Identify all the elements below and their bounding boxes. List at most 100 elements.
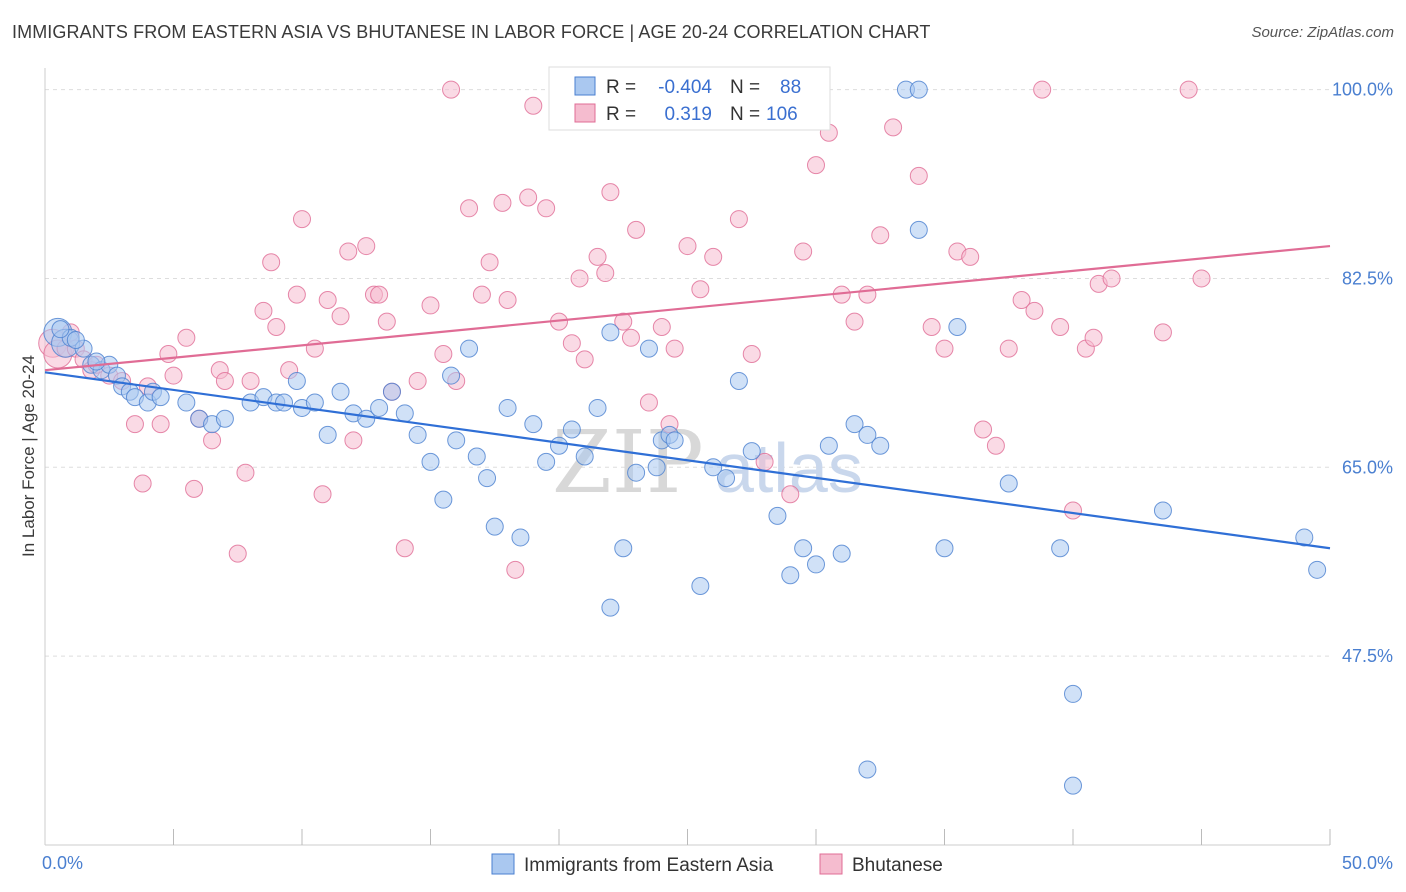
bhutanese-point <box>678 237 697 256</box>
bhutanese-point <box>524 96 543 115</box>
bhutanese-point <box>614 312 633 331</box>
eastern-asia-point <box>858 425 877 444</box>
eastern-asia-point <box>909 220 928 239</box>
y-tick-label: 82.5% <box>1342 268 1393 288</box>
bhutanese-point <box>408 371 427 390</box>
bhutanese-point <box>845 312 864 331</box>
bhutanese-point <box>974 420 993 439</box>
eastern-asia-point <box>478 469 497 488</box>
bhutanese-point <box>807 156 825 175</box>
eastern-asia-point <box>421 452 440 471</box>
bhutanese-point <box>357 237 376 256</box>
eastern-asia-point <box>588 398 607 417</box>
legend-n-label-1: N = <box>730 77 760 98</box>
eastern-asia-point <box>935 539 954 558</box>
eastern-asia-point <box>627 463 646 482</box>
legend-n-label-2: N = <box>730 104 760 125</box>
bhutanese-point <box>133 474 152 493</box>
eastern-asia-point <box>318 425 337 444</box>
eastern-asia-point <box>87 352 106 371</box>
bottom-legend: Immigrants from Eastern Asia Bhutanese <box>491 853 943 876</box>
bhutanese-point <box>203 431 222 450</box>
bhutanese-point <box>331 307 350 326</box>
bhutanese-point <box>125 415 144 434</box>
bhutanese-point <box>858 285 877 304</box>
eastern-asia-point <box>691 577 710 595</box>
eastern-asia-point <box>909 80 928 99</box>
eastern-asia-point <box>819 436 838 455</box>
eastern-asia-point <box>215 409 234 428</box>
eastern-asia-point <box>434 490 453 509</box>
legend-r-label-1: R = <box>606 77 636 98</box>
bhutanese-point <box>537 199 556 218</box>
eastern-asia-point <box>999 474 1018 493</box>
legend-n-value-1: 88 <box>780 77 801 98</box>
eastern-asia-point <box>357 409 376 428</box>
eastern-asia-point <box>537 452 556 471</box>
bhutanese-point <box>1033 80 1052 99</box>
bhutanese-point <box>588 247 607 266</box>
bhutanese-point <box>961 247 980 266</box>
bhutanese-point <box>1153 323 1172 342</box>
trend-lines <box>44 244 1331 550</box>
eastern-asia-point <box>1064 684 1082 703</box>
bhutanese-point <box>287 285 306 304</box>
bhutanese-point <box>575 350 594 369</box>
bhutanese-point <box>652 318 671 336</box>
bhutanese-point <box>704 247 723 266</box>
bhutanese-point <box>639 393 658 412</box>
bhutanese-point <box>794 242 813 261</box>
bottom-legend-label-2: Bhutanese <box>852 855 943 876</box>
eastern-asia-point <box>382 382 401 401</box>
eastern-asia-point <box>832 544 851 563</box>
eastern-asia-point <box>305 393 324 412</box>
bhutanese-point <box>472 285 491 304</box>
bhutanese-point <box>742 344 761 363</box>
bhutanese-point <box>729 210 748 229</box>
bhutanese-point <box>871 226 890 245</box>
y-tick-label: 47.5% <box>1342 646 1393 666</box>
eastern-asia-point <box>639 339 658 358</box>
bottom-legend-label-1: Immigrants from Eastern Asia <box>524 855 774 876</box>
bhutanese-point <box>1012 291 1031 310</box>
eastern-asia-point <box>331 382 350 401</box>
eastern-asia-point <box>460 339 479 358</box>
bhutanese-point <box>395 539 414 558</box>
eastern-asia-point <box>287 371 306 390</box>
legend-box: R = -0.404 N = 88 R = 0.319 N = 106 <box>548 66 831 131</box>
x-ticks <box>173 829 1331 845</box>
bhutanese-point <box>1192 269 1211 288</box>
eastern-asia-point <box>614 539 633 558</box>
bhutanese-point <box>434 344 453 363</box>
bottom-legend-swatch-pink <box>819 853 843 875</box>
eastern-asia-point <box>562 420 581 439</box>
y-tick-label: 100.0% <box>1332 80 1393 100</box>
eastern-asia-point <box>275 393 294 412</box>
eastern-asia-point <box>807 555 825 574</box>
bhutanese-point <box>506 560 525 579</box>
bhutanese-point <box>480 253 499 272</box>
eastern-asia-point <box>51 320 70 339</box>
bhutanese-point <box>177 328 196 347</box>
bhutanese-point <box>627 220 646 239</box>
bhutanese-point <box>999 339 1018 358</box>
bhutanese-point <box>665 339 684 358</box>
bhutanese-point <box>691 280 710 299</box>
bhutanese-point <box>293 210 311 229</box>
bhutanese-point <box>151 415 170 434</box>
bhutanese-point <box>1102 269 1121 288</box>
source-credit: Source: ZipAtlas.com <box>1251 24 1394 41</box>
bhutanese-trend-line <box>44 244 1331 372</box>
bhutanese-point <box>519 188 538 207</box>
eastern-asia-point <box>601 598 620 617</box>
bhutanese-point <box>215 371 234 390</box>
eastern-asia-point <box>1051 539 1070 558</box>
eastern-asia-point <box>858 760 877 779</box>
eastern-asia-point <box>66 330 85 349</box>
bhutanese-point <box>1064 501 1082 520</box>
bhutanese-point <box>1051 318 1070 336</box>
eastern-asia-point <box>647 458 666 477</box>
bhutanese-point <box>781 485 800 504</box>
bhutanese-point <box>267 318 286 336</box>
